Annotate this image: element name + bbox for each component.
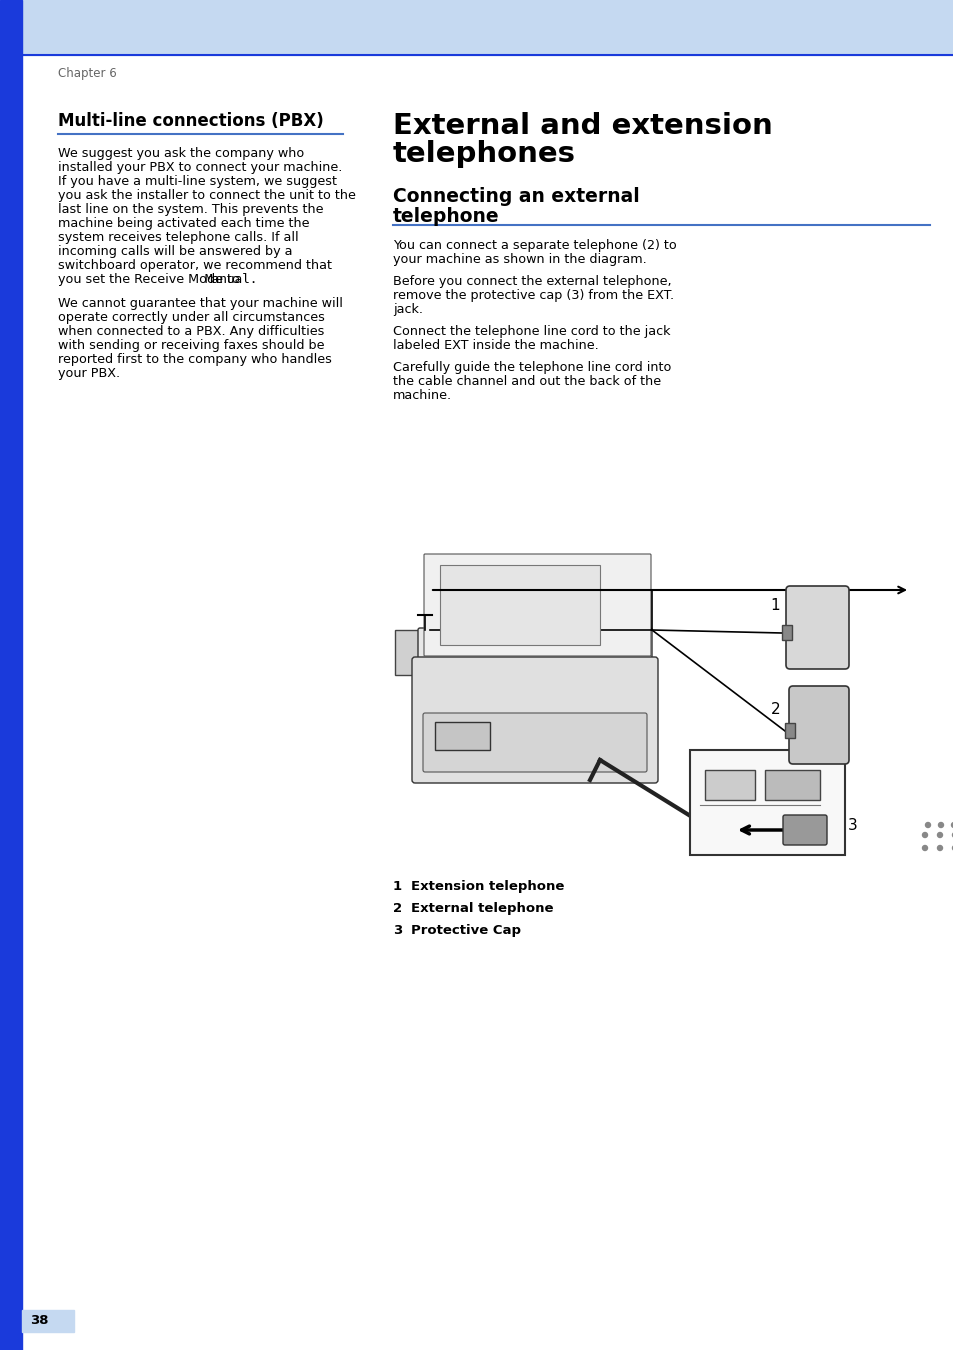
Text: If you have a multi-line system, we suggest: If you have a multi-line system, we sugg…: [58, 176, 336, 188]
Circle shape: [922, 833, 926, 837]
Bar: [704, 769, 754, 801]
Circle shape: [924, 822, 929, 828]
Text: telephones: telephones: [393, 140, 576, 167]
Circle shape: [937, 833, 942, 837]
Text: with sending or receiving faxes should be: with sending or receiving faxes should b…: [58, 339, 324, 352]
Text: your PBX.: your PBX.: [58, 367, 120, 379]
Text: reported first to the company who handles: reported first to the company who handle…: [58, 352, 332, 366]
Bar: [22, 0, 953, 55]
Circle shape: [937, 845, 942, 850]
Text: 2: 2: [393, 902, 402, 915]
Text: switchboard operator, we recommend that: switchboard operator, we recommend that: [58, 259, 332, 271]
Text: External and extension: External and extension: [393, 112, 772, 140]
Text: the cable channel and out the back of the: the cable channel and out the back of th…: [393, 375, 660, 387]
FancyBboxPatch shape: [782, 815, 826, 845]
Text: Multi-line connections (PBX): Multi-line connections (PBX): [58, 112, 323, 130]
FancyBboxPatch shape: [785, 586, 848, 670]
Text: 3: 3: [393, 923, 402, 937]
Text: last line on the system. This prevents the: last line on the system. This prevents t…: [58, 202, 323, 216]
Text: labeled EXT inside the machine.: labeled EXT inside the machine.: [393, 339, 598, 352]
Text: installed your PBX to connect your machine.: installed your PBX to connect your machi…: [58, 161, 342, 174]
Text: 1: 1: [393, 880, 402, 892]
Circle shape: [922, 845, 926, 850]
Text: External telephone: External telephone: [411, 902, 553, 915]
Text: Extension telephone: Extension telephone: [411, 880, 564, 892]
Text: machine.: machine.: [393, 389, 452, 402]
Text: Connecting an external: Connecting an external: [393, 188, 639, 207]
Text: 2: 2: [770, 702, 780, 717]
Bar: [764, 769, 820, 801]
Circle shape: [951, 833, 953, 837]
Text: incoming calls will be answered by a: incoming calls will be answered by a: [58, 244, 293, 258]
Text: Connect the telephone line cord to the jack: Connect the telephone line cord to the j…: [393, 325, 670, 338]
Bar: [0, 0, 22, 1350]
FancyBboxPatch shape: [417, 628, 651, 697]
Text: Manual.: Manual.: [205, 273, 258, 286]
Text: telephone: telephone: [393, 207, 499, 225]
Bar: [22, 1310, 74, 1332]
Text: 3: 3: [847, 818, 857, 833]
Circle shape: [951, 845, 953, 850]
Text: your machine as shown in the diagram.: your machine as shown in the diagram.: [393, 252, 646, 266]
Text: 1: 1: [769, 598, 779, 613]
Bar: [435, 722, 490, 751]
Text: 38: 38: [30, 1315, 49, 1327]
FancyBboxPatch shape: [423, 554, 650, 656]
Text: Before you connect the external telephone,: Before you connect the external telephon…: [393, 275, 671, 288]
Text: system receives telephone calls. If all: system receives telephone calls. If all: [58, 231, 298, 244]
Text: Chapter 6: Chapter 6: [58, 68, 116, 80]
Text: jack.: jack.: [393, 302, 422, 316]
Bar: [395, 630, 424, 675]
Bar: [784, 724, 794, 738]
Text: machine being activated each time the: machine being activated each time the: [58, 217, 309, 230]
Bar: [781, 625, 791, 640]
Circle shape: [938, 822, 943, 828]
Text: operate correctly under all circumstances: operate correctly under all circumstance…: [58, 310, 325, 324]
Text: you set the Receive Mode to: you set the Receive Mode to: [58, 273, 244, 286]
Text: Protective Cap: Protective Cap: [411, 923, 520, 937]
FancyBboxPatch shape: [788, 686, 848, 764]
Text: when connected to a PBX. Any difficulties: when connected to a PBX. Any difficultie…: [58, 325, 324, 338]
Bar: [689, 751, 844, 855]
Text: Carefully guide the telephone line cord into: Carefully guide the telephone line cord …: [393, 360, 671, 374]
Text: We suggest you ask the company who: We suggest you ask the company who: [58, 147, 304, 161]
Text: you ask the installer to connect the unit to the: you ask the installer to connect the uni…: [58, 189, 355, 202]
FancyBboxPatch shape: [412, 657, 658, 783]
Text: You can connect a separate telephone (2) to: You can connect a separate telephone (2)…: [393, 239, 676, 252]
FancyBboxPatch shape: [422, 713, 646, 772]
Text: remove the protective cap (3) from the EXT.: remove the protective cap (3) from the E…: [393, 289, 674, 302]
Circle shape: [950, 822, 953, 828]
Bar: [439, 566, 599, 645]
Text: We cannot guarantee that your machine will: We cannot guarantee that your machine wi…: [58, 297, 342, 310]
